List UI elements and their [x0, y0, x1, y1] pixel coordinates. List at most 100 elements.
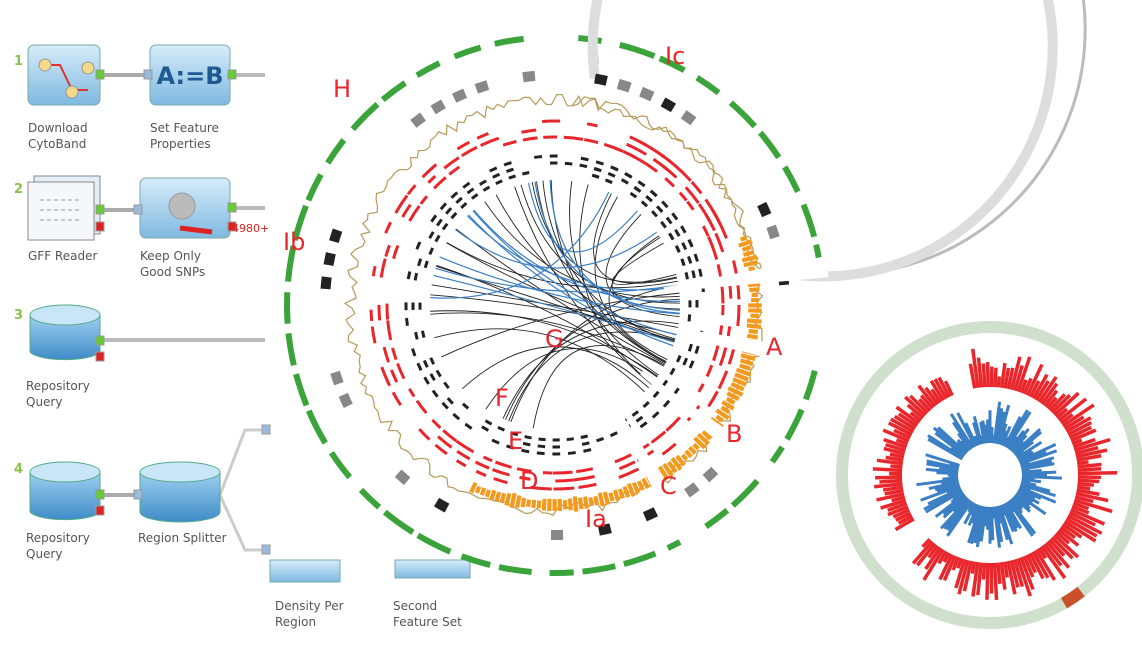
signal-bar: [597, 492, 606, 507]
blue-bar: [942, 494, 967, 516]
red-bar: [992, 562, 999, 601]
link: [527, 182, 638, 253]
node-box[interactable]: [29, 304, 101, 361]
region-label: Ib: [283, 228, 306, 256]
black-feature: [435, 369, 442, 378]
red-bar: [911, 540, 934, 565]
red-bar: [885, 442, 906, 453]
blue-bar: [946, 500, 973, 537]
red-bar: [1034, 380, 1050, 402]
node-box[interactable]: [29, 461, 101, 521]
red-feature: [456, 140, 470, 151]
band: [684, 482, 700, 498]
blue-bar: [942, 495, 968, 519]
red-feature: [371, 265, 377, 277]
black-feature: [687, 314, 692, 322]
red-bar: [922, 548, 945, 581]
node-box[interactable]: [394, 559, 471, 579]
signal-bar: [692, 442, 700, 451]
red-bar: [1022, 555, 1035, 578]
blue-bar: [1019, 449, 1058, 466]
blue-bar: [952, 496, 969, 513]
black-feature: [441, 222, 449, 231]
signal-bar: [727, 386, 744, 397]
black-feature: [521, 448, 530, 454]
red-bar: [1073, 498, 1113, 514]
black-feature: [680, 225, 687, 234]
red-bar: [1077, 462, 1102, 469]
black-feature: [581, 441, 590, 446]
blue-bar: [950, 492, 965, 504]
region-label: E: [508, 427, 524, 455]
black-feature: [681, 242, 688, 251]
outer-segment: [623, 550, 657, 567]
black-feature: [508, 174, 516, 180]
node-box[interactable]: [269, 559, 341, 583]
red-bar: [883, 446, 906, 456]
outer-segment: [284, 292, 291, 324]
blue-bar: [951, 421, 973, 450]
signal-bar: [681, 453, 689, 462]
red-bar: [1012, 559, 1025, 588]
step-number: 4: [14, 462, 24, 477]
wedge-gap: [662, 325, 826, 373]
black-feature: [492, 172, 501, 179]
black-feature: [651, 210, 659, 218]
band: [394, 469, 411, 486]
signal-bar: [715, 408, 730, 421]
red-feature: [391, 347, 398, 361]
blue-bar: [1012, 427, 1042, 455]
signal-bar: [739, 358, 754, 367]
blue-bar: [1013, 494, 1031, 510]
blue-bar: [1007, 435, 1019, 450]
band: [757, 201, 772, 218]
step-number: 3: [14, 308, 24, 323]
link: [605, 214, 680, 318]
black-feature: [430, 214, 438, 223]
blue-bar: [957, 432, 972, 451]
black-feature: [682, 357, 689, 366]
signal-bar: [474, 485, 482, 494]
blue-bar: [1003, 416, 1022, 448]
red-bar: [985, 361, 990, 388]
red-bar: [970, 561, 977, 574]
black-feature: [491, 438, 500, 445]
signal-bar: [675, 454, 686, 467]
link: [484, 201, 680, 298]
black-feature: [470, 193, 479, 200]
band: [338, 392, 353, 409]
node-label: GFF Reader: [28, 249, 98, 263]
black-feature: [607, 171, 616, 178]
signal-bar: [641, 477, 650, 490]
signal-bar: [593, 495, 600, 506]
link: [505, 298, 680, 420]
blue-bar: [981, 420, 988, 444]
link: [446, 242, 675, 342]
black-feature: [415, 241, 422, 250]
red-feature: [521, 128, 537, 134]
black-feature: [595, 160, 604, 166]
red-bar: [889, 452, 905, 459]
black-feature: [428, 247, 435, 255]
black-feature: [652, 390, 660, 399]
link: [455, 228, 666, 365]
black-feature: [413, 272, 419, 281]
red-bar: [957, 559, 970, 595]
red-feature: [369, 309, 374, 322]
blue-bar: [1018, 450, 1047, 465]
red-bar: [970, 348, 980, 389]
signal-bar: [701, 430, 713, 441]
outer-segment: [416, 532, 452, 555]
black-feature: [405, 317, 409, 326]
node-box[interactable]: [139, 461, 221, 523]
blue-bar: [1009, 427, 1030, 452]
red-feature: [493, 477, 508, 485]
blue-bar: [1004, 409, 1029, 449]
red-feature: [662, 165, 678, 179]
radial-histogram: [836, 321, 1142, 629]
black-feature: [534, 155, 543, 159]
black-feature: [481, 425, 490, 432]
blue-bar: [989, 426, 994, 444]
signal-bar: [725, 396, 736, 405]
red-bar: [887, 505, 909, 517]
